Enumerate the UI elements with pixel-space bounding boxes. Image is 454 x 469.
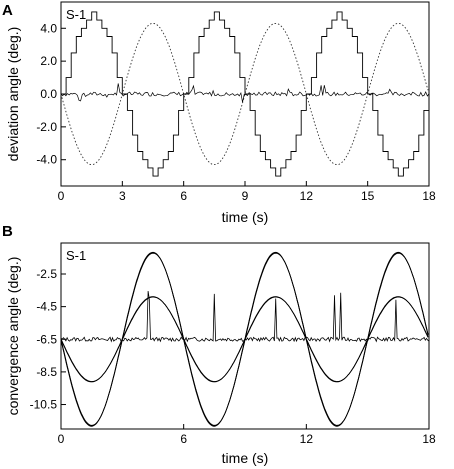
panel-a-x-tick-label: 0 (58, 189, 65, 203)
panel-a-y-tick-label: 0.0 (40, 87, 57, 101)
panel-b-y-tick-label: -8.5 (36, 365, 57, 379)
panel-b-x-tick-label: 6 (180, 432, 187, 446)
panel-a-x-tick-label: 12 (300, 189, 314, 203)
panel-a-letter: A (2, 2, 13, 19)
panel-a-y-tick-label: 4.0 (40, 21, 57, 35)
panel-a-x-tick-label: 6 (180, 189, 187, 203)
panel-b-series (60, 251, 430, 427)
panel-a-y-tick-label: -4.0 (36, 153, 57, 167)
panel-a-y-axis-label: deviation angle (deg.) (5, 27, 21, 162)
panel-a-x-tick-label: 15 (361, 189, 375, 203)
panel-b-y-tick-label: -4.5 (36, 300, 57, 314)
panel-b: B S-1 0 6 12 18 -2.5 -4.5 -6.5 -8.5 -10.5 time (… (2, 223, 436, 466)
panel-b-x-tick-label: 0 (58, 432, 65, 446)
panel-b-subject-label: S-1 (66, 248, 86, 263)
panel-b-y-tick-label: -2.5 (36, 267, 57, 281)
panel-a: A S-1 0 3 6 9 12 15 18 4.0 2.0 0.0 -2.0 -4.0 time (… (2, 1, 436, 225)
panel-a-x-axis-label: time (s) (222, 209, 269, 225)
panel-b-y-tick-label: -6.5 (36, 332, 57, 346)
panel-a-subject-label: S-1 (66, 7, 86, 22)
panel-b-x-axis-label: time (s) (222, 450, 269, 466)
panel-a-y-tick-label: -2.0 (36, 120, 57, 134)
panel-b-y-axis-label: convergence angle (deg.) (5, 257, 21, 416)
panel-a-y-tick-label: 2.0 (40, 54, 57, 68)
panel-a-x-tick-label: 3 (119, 189, 126, 203)
panel-a-x-tick-label: 18 (422, 189, 436, 203)
panel-b-y-tick-label: -10.5 (30, 398, 58, 412)
panel-b-x-tick-label: 18 (422, 432, 436, 446)
series-flat-with-spikes (60, 290, 430, 343)
panel-b-x-tick-label: 12 (300, 432, 314, 446)
series-near-zero (60, 83, 430, 103)
panel-a-series (60, 11, 430, 177)
panel-b-letter: B (2, 223, 13, 240)
panel-b-plot-frame (60, 242, 430, 430)
panel-a-x-tick-label: 9 (242, 189, 249, 203)
panel-a-ticks: 0 3 6 9 12 15 18 4.0 2.0 0.0 -2.0 -4.0 (36, 21, 436, 203)
panel-b-ticks: 0 6 12 18 -2.5 -4.5 -6.5 -8.5 -10.5 (30, 267, 436, 446)
